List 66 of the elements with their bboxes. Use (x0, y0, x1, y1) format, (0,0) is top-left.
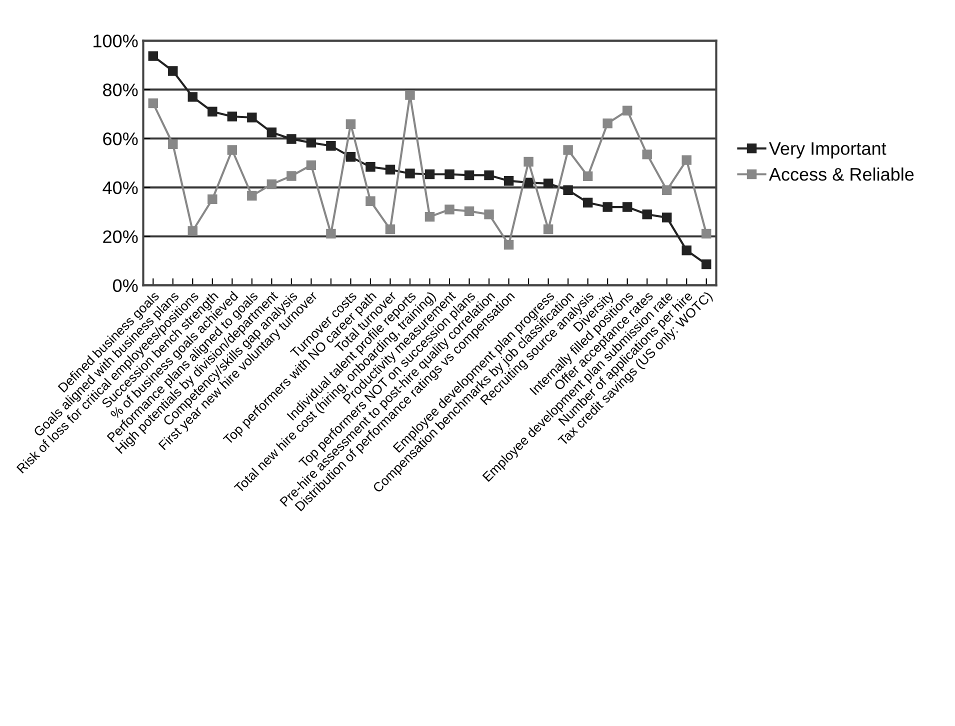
point (563, 145, 573, 155)
y-tick-label: 20% (103, 230, 138, 244)
point (464, 206, 474, 216)
point (208, 194, 218, 204)
legend-label: Access & Reliable (768, 168, 914, 181)
point (702, 228, 712, 239)
point (306, 160, 316, 170)
point (346, 119, 356, 129)
point (148, 51, 158, 61)
point (366, 162, 376, 172)
point (346, 152, 356, 162)
point (444, 169, 454, 180)
point (208, 106, 218, 116)
y-tick-label: 60% (103, 132, 138, 146)
point (622, 202, 632, 212)
point (385, 164, 396, 174)
point (662, 212, 672, 222)
point (266, 128, 277, 138)
point (702, 259, 712, 270)
point (306, 138, 316, 148)
point (405, 90, 415, 100)
point (682, 245, 692, 256)
point (326, 141, 336, 151)
point (405, 168, 415, 178)
point (286, 134, 296, 144)
point (504, 240, 514, 250)
point (543, 178, 554, 188)
point (148, 98, 158, 108)
y-tick-label: 100% (94, 34, 138, 48)
point (682, 155, 692, 165)
point (227, 112, 238, 122)
y-tick-label: 40% (102, 181, 138, 194)
point (188, 226, 198, 236)
point (444, 204, 454, 214)
point (286, 171, 296, 181)
point (642, 150, 652, 160)
point (247, 190, 257, 201)
legend-label: Very Important (769, 142, 886, 158)
point (188, 92, 198, 102)
point (563, 185, 573, 196)
point (543, 224, 554, 234)
point (524, 178, 534, 188)
y-tick-label: 80% (103, 84, 138, 96)
point (227, 145, 238, 155)
point (366, 196, 376, 206)
point (385, 224, 396, 234)
point (326, 228, 336, 239)
point (602, 202, 612, 212)
point (582, 198, 593, 208)
y-tick-label: 0% (113, 279, 138, 292)
point (424, 169, 435, 180)
point (642, 210, 652, 220)
point (582, 171, 593, 182)
point (602, 118, 612, 128)
point (484, 170, 494, 180)
point (484, 210, 494, 220)
point (168, 139, 178, 150)
point (622, 106, 632, 116)
point (524, 156, 534, 167)
point (247, 112, 257, 122)
point (504, 176, 514, 186)
point (464, 170, 474, 180)
point (424, 212, 435, 222)
point (266, 179, 277, 190)
point (168, 66, 178, 76)
point (662, 185, 672, 196)
